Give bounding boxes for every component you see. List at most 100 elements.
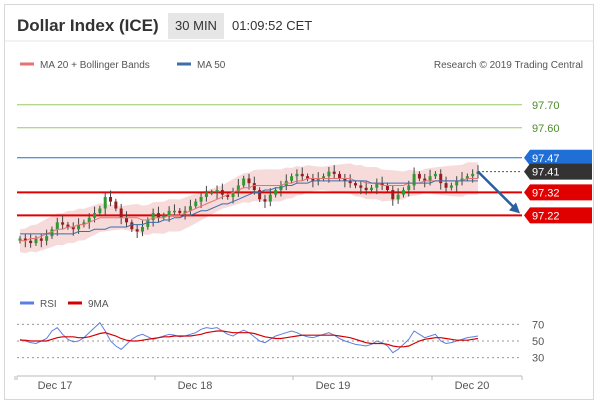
ma20-legend-label: MA 20 + Bollinger Bands xyxy=(40,60,150,71)
candle xyxy=(343,178,347,181)
bollinger-band xyxy=(20,162,478,254)
candle xyxy=(109,196,113,202)
candle xyxy=(215,190,219,193)
x-tick-Dec-18: Dec 18 xyxy=(178,380,213,392)
candle xyxy=(199,196,203,202)
candle xyxy=(210,192,214,194)
ma50-legend-label: MA 50 xyxy=(197,60,226,71)
candle xyxy=(375,183,379,188)
ma20-line xyxy=(20,178,478,242)
rsi-legend-label: RSI xyxy=(40,299,57,310)
candle xyxy=(428,176,432,181)
candle xyxy=(45,236,49,241)
candle xyxy=(119,208,123,218)
candle xyxy=(385,185,389,191)
candle xyxy=(449,185,453,188)
ma50-line xyxy=(20,180,478,235)
candle xyxy=(263,199,267,202)
candle xyxy=(274,190,278,195)
candle xyxy=(396,194,400,200)
main-legend: MA 20 + Bollinger Bands MA 50 Research ©… xyxy=(20,60,583,71)
level-label-97.47: 97.47 xyxy=(532,153,560,165)
candle xyxy=(162,215,166,218)
candle xyxy=(178,210,182,214)
candle xyxy=(306,176,310,179)
credit-text: Research © 2019 Trading Central xyxy=(434,60,583,71)
candle xyxy=(354,183,358,186)
candle xyxy=(66,224,70,227)
candle xyxy=(50,229,54,237)
candle xyxy=(316,178,320,181)
candle xyxy=(183,210,187,214)
candle xyxy=(125,217,129,223)
candle xyxy=(423,178,427,181)
candle xyxy=(226,194,230,197)
candle xyxy=(18,238,22,241)
candle xyxy=(135,229,139,232)
candle xyxy=(236,185,240,193)
candle xyxy=(364,187,368,191)
candle xyxy=(369,187,373,191)
candle xyxy=(23,238,27,241)
level-tag-97.32 xyxy=(524,184,592,201)
level-tag-97.22 xyxy=(524,207,592,224)
x-tick-Dec-19: Dec 19 xyxy=(316,380,351,392)
candle xyxy=(167,210,171,216)
x-tick-Dec-17: Dec 17 xyxy=(38,380,73,392)
candle xyxy=(188,206,192,211)
candle xyxy=(311,178,315,181)
candle xyxy=(87,217,91,223)
interval-selector[interactable]: 30 MIN xyxy=(168,13,224,39)
candle xyxy=(252,183,256,191)
candle xyxy=(295,173,299,177)
candle xyxy=(146,220,150,227)
level-label-97.32: 97.32 xyxy=(532,187,560,199)
candle xyxy=(471,173,475,177)
chart-header: Dollar Index (ICE) 30 MIN 01:09:52 CET xyxy=(5,5,593,41)
candle xyxy=(455,180,459,186)
candle xyxy=(247,178,251,184)
candle xyxy=(433,173,437,177)
candle xyxy=(242,178,246,186)
time-axis: Dec 17 Dec 18 Dec 19 Dec 20 xyxy=(14,375,523,392)
candle xyxy=(34,238,38,244)
candle xyxy=(231,192,235,197)
candle xyxy=(327,171,331,177)
instrument-title: Dollar Index (ICE) xyxy=(17,16,159,35)
candle xyxy=(172,210,176,213)
candle xyxy=(114,201,118,209)
level-label-97.70: 97.70 xyxy=(532,100,560,112)
candle xyxy=(348,180,352,184)
candle xyxy=(71,226,75,230)
candle xyxy=(290,176,294,181)
candle xyxy=(98,208,102,214)
candle xyxy=(417,173,421,179)
x-tick-Dec-20: Dec 20 xyxy=(455,380,490,392)
candle xyxy=(258,190,262,200)
candle xyxy=(130,222,134,230)
candle xyxy=(300,173,304,177)
candle xyxy=(380,183,384,186)
candle xyxy=(55,222,59,230)
rsi-tick-50: 50 xyxy=(532,336,544,348)
candle xyxy=(407,185,411,191)
current-price-tag xyxy=(524,163,592,180)
candle xyxy=(39,238,43,241)
level-label-97.60: 97.60 xyxy=(532,123,560,135)
candle xyxy=(465,176,469,179)
current-price-label: 97.41 xyxy=(532,167,560,179)
forecast-arrow-head xyxy=(509,202,520,214)
level-label-97.22: 97.22 xyxy=(532,210,560,222)
candle xyxy=(401,190,405,195)
candle xyxy=(439,173,443,184)
forecast-arrow-shaft xyxy=(477,170,515,209)
candle xyxy=(460,178,464,181)
candle xyxy=(93,213,97,218)
rsi-panel: 70 50 30 xyxy=(17,319,544,365)
candle xyxy=(61,222,65,225)
candle xyxy=(412,173,416,186)
candle xyxy=(391,190,395,200)
candle xyxy=(359,185,363,188)
candle xyxy=(338,173,342,179)
